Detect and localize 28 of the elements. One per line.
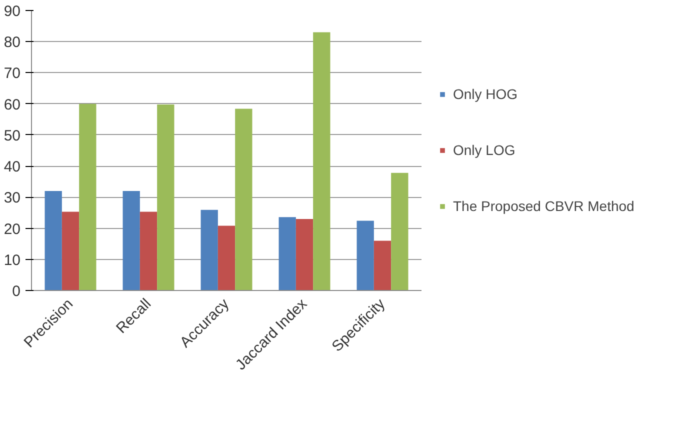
bar xyxy=(140,212,158,290)
bar xyxy=(278,217,296,290)
y-tick-label: 90 xyxy=(4,3,21,20)
y-tick-label: 20 xyxy=(4,220,21,238)
y-tick-label: 10 xyxy=(4,252,21,269)
y-tick-label: 60 xyxy=(4,96,21,114)
bar xyxy=(235,108,252,290)
y-tick-label: 50 xyxy=(4,127,21,144)
bar xyxy=(79,104,96,290)
bar xyxy=(374,240,392,290)
bar xyxy=(391,172,408,290)
bar xyxy=(62,212,80,290)
bar xyxy=(218,226,236,290)
bar xyxy=(356,220,374,290)
bar xyxy=(313,32,330,290)
y-tick-label: 0 xyxy=(12,283,20,300)
legend-label: The Proposed CBVR Method xyxy=(453,198,634,214)
bar xyxy=(296,218,314,290)
y-tick-label: 80 xyxy=(4,34,21,52)
y-tick-label: 40 xyxy=(4,158,21,176)
bar xyxy=(157,104,174,290)
bar xyxy=(122,190,140,290)
legend-label: Only LOG xyxy=(453,142,516,158)
bar xyxy=(44,190,62,290)
bar xyxy=(200,210,218,290)
y-tick-label: 30 xyxy=(4,190,21,207)
legend-label: Only HOG xyxy=(453,86,518,102)
y-tick-label: 70 xyxy=(4,65,21,82)
